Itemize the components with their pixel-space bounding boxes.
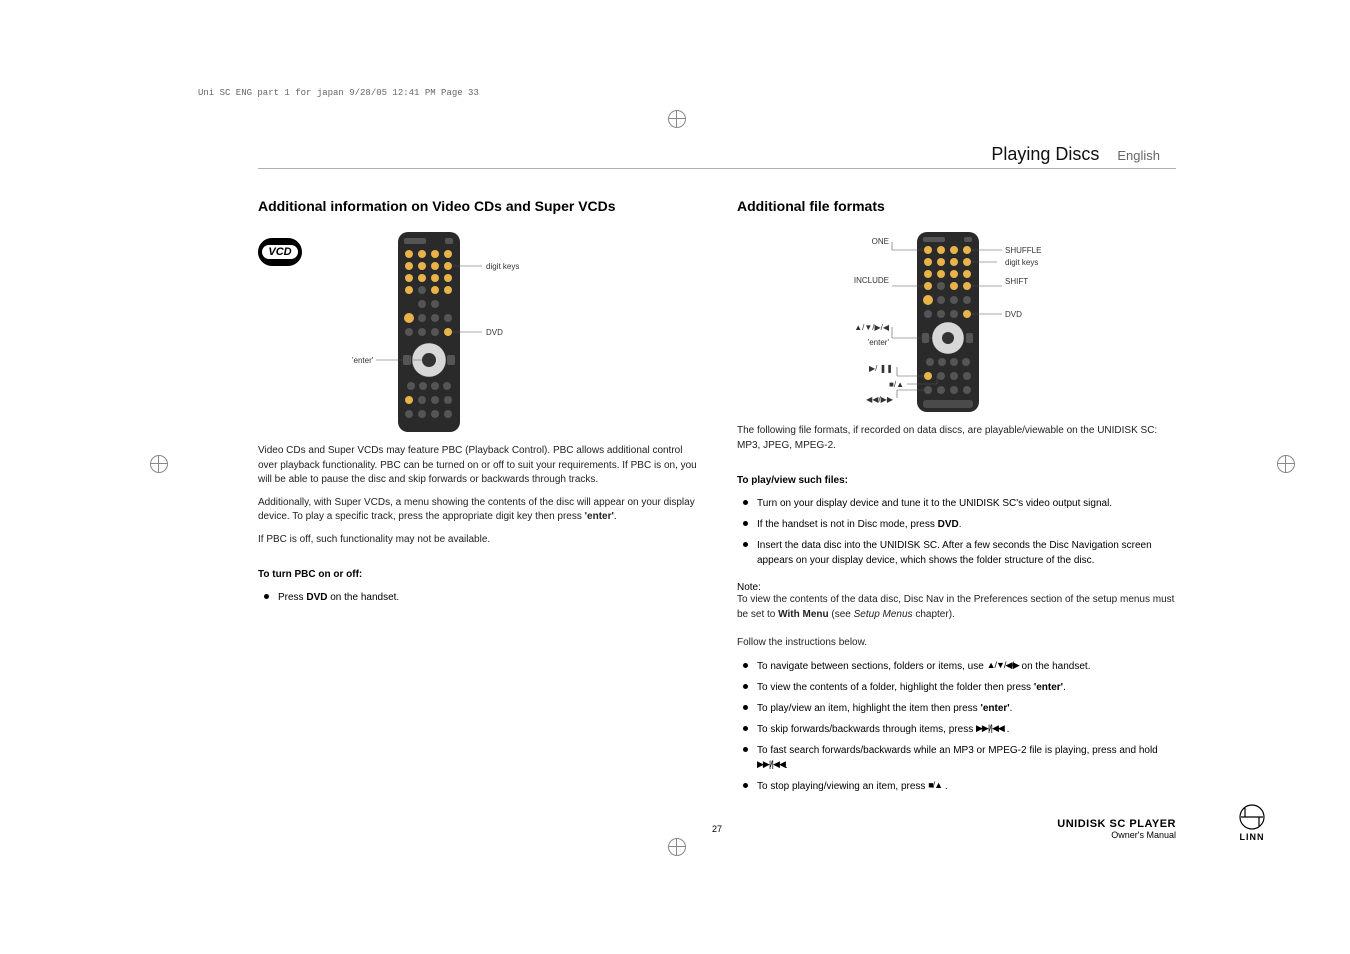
svg-text:SHUFFLE: SHUFFLE bbox=[1005, 246, 1041, 255]
linn-logo: LINN bbox=[1239, 804, 1265, 842]
remote-illustration-right: ONE INCLUDE ▲/▼/▶/◀ 'enter' ▶/ ❚❚ ■/▲ ◀◀… bbox=[807, 232, 1127, 412]
header-language: English bbox=[1117, 148, 1160, 163]
header-title: Playing Discs bbox=[991, 144, 1099, 165]
list-item: Turn on your display device and tune it … bbox=[757, 496, 1176, 511]
crop-mark-bottom bbox=[668, 838, 686, 856]
svg-text:digit keys: digit keys bbox=[1005, 258, 1038, 267]
stop-icon: ■/▲ bbox=[928, 779, 942, 793]
left-paragraph-3: If PBC is off, such functionality may no… bbox=[258, 533, 697, 548]
svg-text:■/▲: ■/▲ bbox=[889, 380, 904, 389]
right-intro: The following file formats, if recorded … bbox=[737, 424, 1176, 453]
right-column: Additional file formats bbox=[737, 198, 1176, 800]
page-content: Additional information on Video CDs and … bbox=[258, 198, 1176, 800]
list-item: To view the contents of a folder, highli… bbox=[757, 680, 1176, 695]
left-subheading-pbc: To turn PBC on or off: bbox=[258, 569, 697, 580]
svg-text:DVD: DVD bbox=[1005, 310, 1022, 319]
skip-icon: ▶▶|/|◀◀ bbox=[757, 758, 785, 772]
note-label: Note: bbox=[737, 582, 1176, 593]
right-remote-figure: ONE INCLUDE ▲/▼/▶/◀ 'enter' ▶/ ❚❚ ■/▲ ◀◀… bbox=[737, 232, 1176, 412]
svg-text:INCLUDE: INCLUDE bbox=[854, 276, 889, 285]
left-column: Additional information on Video CDs and … bbox=[258, 198, 697, 800]
left-paragraph-1: Video CDs and Super VCDs may feature PBC… bbox=[258, 444, 697, 488]
label-dvd: DVD bbox=[486, 328, 503, 337]
list-item: Insert the data disc into the UNIDISK SC… bbox=[757, 538, 1176, 568]
brand-text: LINN bbox=[1240, 832, 1265, 842]
list-item: If the handset is not in Disc mode, pres… bbox=[757, 517, 1176, 532]
right-bullet-list-1: Turn on your display device and tune it … bbox=[737, 496, 1176, 568]
list-item: To fast search forwards/backwards while … bbox=[757, 743, 1176, 773]
list-item: To play/view an item, highlight the item… bbox=[757, 701, 1176, 716]
svg-text:SHIFT: SHIFT bbox=[1005, 277, 1028, 286]
remote-illustration-left: digit keys DVD 'enter' bbox=[348, 232, 608, 432]
page-number: 27 bbox=[258, 824, 1176, 834]
arrow-icons: ▲/▼/◀/▶ bbox=[987, 659, 1019, 673]
vcd-badge-icon: VCD bbox=[258, 238, 302, 266]
svg-text:▲/▼/▶/◀: ▲/▼/▶/◀ bbox=[854, 323, 890, 332]
manual-subtitle: Owner's Manual bbox=[1057, 830, 1176, 840]
list-item: To skip forwards/backwards through items… bbox=[757, 722, 1176, 737]
right-subheading-play: To play/view such files: bbox=[737, 475, 1176, 486]
svg-text:◀◀/▶▶: ◀◀/▶▶ bbox=[866, 395, 894, 404]
crop-mark-top bbox=[668, 110, 686, 128]
left-heading: Additional information on Video CDs and … bbox=[258, 198, 697, 214]
page-footer: 27 UNIDISK SC PLAYER Owner's Manual bbox=[258, 824, 1176, 834]
svg-text:ONE: ONE bbox=[872, 237, 889, 246]
label-enter: 'enter' bbox=[352, 356, 374, 365]
footer-branding: UNIDISK SC PLAYER Owner's Manual bbox=[1057, 818, 1176, 840]
svg-text:'enter': 'enter' bbox=[868, 338, 890, 347]
print-header: Uni SC ENG part 1 for japan 9/28/05 12:4… bbox=[198, 88, 479, 98]
crop-mark-right bbox=[1277, 455, 1295, 473]
header-rule bbox=[258, 168, 1176, 169]
page-header: Playing Discs English bbox=[991, 144, 1160, 165]
svg-text:▶/ ❚❚: ▶/ ❚❚ bbox=[869, 364, 893, 373]
follow-text: Follow the instructions below. bbox=[737, 636, 1176, 651]
left-remote-figure: VCD bbox=[258, 232, 697, 432]
left-paragraph-2: Additionally, with Super VCDs, a menu sh… bbox=[258, 496, 697, 525]
right-heading: Additional file formats bbox=[737, 198, 1176, 214]
note-text: To view the contents of the data disc, D… bbox=[737, 593, 1176, 622]
list-item: Press DVD on the handset. bbox=[278, 590, 697, 605]
list-item: To navigate between sections, folders or… bbox=[757, 659, 1176, 674]
label-digit-keys: digit keys bbox=[486, 262, 519, 271]
skip-icon: ▶▶|/|◀◀ bbox=[976, 722, 1004, 736]
crop-mark-left bbox=[150, 455, 168, 473]
list-item: To stop playing/viewing an item, press ■… bbox=[757, 779, 1176, 794]
right-bullet-list-2: To navigate between sections, folders or… bbox=[737, 659, 1176, 794]
left-bullet-list: Press DVD on the handset. bbox=[258, 590, 697, 605]
product-name: UNIDISK SC PLAYER bbox=[1057, 818, 1176, 830]
linn-logo-icon bbox=[1239, 804, 1265, 830]
